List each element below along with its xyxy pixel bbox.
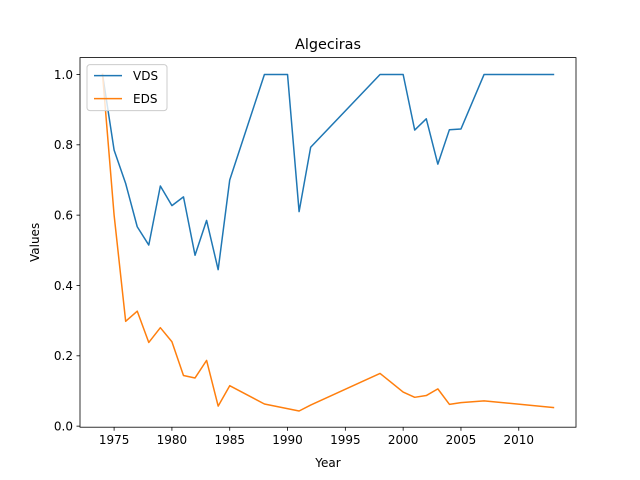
- x-tick-label: 1980: [157, 433, 188, 447]
- x-tick-label: 2010: [503, 433, 534, 447]
- y-tick-label: 0.8: [54, 138, 73, 152]
- y-tick-label: 0.2: [54, 349, 73, 363]
- x-axis-label: Year: [314, 456, 340, 470]
- y-tick-label: 0.4: [54, 279, 73, 293]
- y-tick-label: 1.0: [54, 68, 73, 82]
- x-tick-label: 1975: [99, 433, 130, 447]
- x-tick-label: 2005: [446, 433, 477, 447]
- x-tick-label: 2000: [388, 433, 419, 447]
- axes-frame: [79, 57, 577, 428]
- y-axis-label: Values: [28, 223, 42, 262]
- series-line-vds: [101, 73, 555, 271]
- y-tick-label: 0.0: [54, 419, 73, 433]
- x-axis-ticks: 1975 1980 1985 1990 1995 2000 2005 2010: [99, 427, 534, 447]
- x-tick-label: 1985: [214, 433, 245, 447]
- y-tick-label: 0.6: [54, 208, 73, 222]
- legend: VDS EDS: [86, 64, 168, 112]
- legend-label-eds: EDS: [133, 92, 157, 106]
- plot-lines: [101, 73, 555, 412]
- x-tick-label: 1995: [330, 433, 361, 447]
- series-line-eds: [101, 73, 555, 412]
- chart-title: Algeciras: [295, 37, 361, 53]
- x-tick-label: 1990: [272, 433, 303, 447]
- y-axis-ticks: 0.0 0.2 0.4 0.6 0.8 1.0: [54, 68, 80, 433]
- legend-label-vds: VDS: [133, 69, 158, 83]
